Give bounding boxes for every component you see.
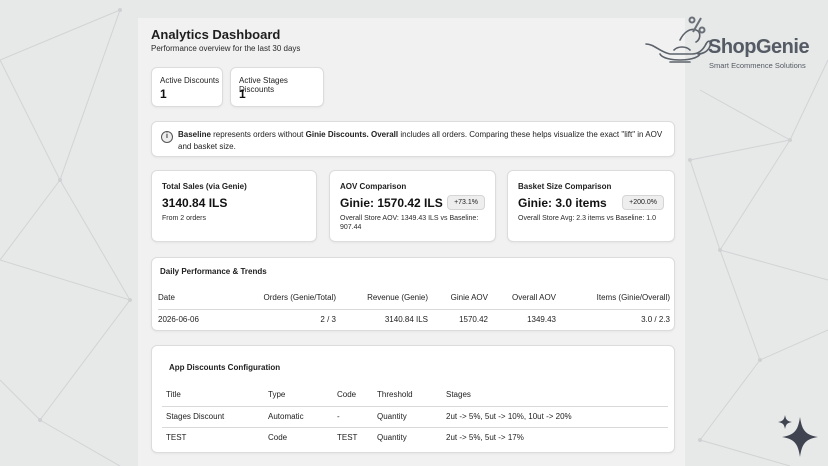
col-revenue: Revenue (Genie): [367, 293, 428, 303]
cell-items: 3.0 / 2.3: [556, 308, 670, 330]
info-text-3: includes all orders. Comparing these hel…: [178, 130, 663, 151]
basket-value: Ginie: 3.0 items: [518, 196, 607, 210]
daily-performance-title: Daily Performance & Trends: [160, 267, 267, 276]
aov-value: Ginie: 1570.42 ILS: [340, 196, 443, 210]
daily-performance-card: Daily Performance & Trends Date Orders (…: [151, 257, 675, 331]
cell-type: Code: [268, 426, 337, 448]
col-threshold: Threshold: [377, 390, 413, 400]
table-row: TEST Code TEST Quantity 2ut -> 5%, 5ut -…: [162, 426, 668, 448]
active-stages-discounts-card: Active Stages Discounts 1: [230, 67, 324, 107]
col-ginie-aov: Ginie AOV: [450, 293, 488, 303]
col-date: Date: [158, 293, 175, 303]
cell-ginie-aov: 1570.42: [428, 308, 488, 330]
aov-comparison-card: AOV Comparison Ginie: 1570.42 ILS +73.1%…: [329, 170, 496, 242]
discounts-config-title: App Discounts Configuration: [169, 363, 281, 372]
col-type: Type: [268, 390, 286, 400]
cell-type: Automatic: [268, 405, 337, 427]
basket-title: Basket Size Comparison: [518, 182, 612, 191]
aov-sub: Overall Store AOV: 1349.43 ILS vs Baseli…: [340, 215, 479, 231]
cell-threshold: Quantity: [377, 426, 446, 448]
discounts-config-table: Title Type Code Threshold Stages Stages …: [162, 384, 668, 448]
col-orders: Orders (Genie/Total): [263, 293, 336, 303]
cell-code: TEST: [337, 426, 377, 448]
col-code: Code: [337, 390, 357, 400]
aov-title: AOV Comparison: [340, 182, 407, 191]
genie-lamp-icon: [645, 16, 712, 63]
total-sales-sub: From 2 orders: [162, 215, 206, 222]
cell-stages: 2ut -> 5%, 5ut -> 17%: [446, 426, 668, 448]
cell-threshold: Quantity: [377, 405, 446, 427]
sparkle-icon: [778, 415, 818, 457]
table-header-row: Title Type Code Threshold Stages: [162, 384, 668, 406]
table-row: 2026-06-06 2 / 3 3140.84 ILS 1570.42 134…: [158, 308, 670, 330]
brand-name: ShopGenie: [708, 36, 810, 58]
info-baseline-term: Baseline: [178, 130, 211, 139]
info-icon: i: [161, 131, 173, 143]
col-items: Items (Ginie/Overall): [596, 293, 670, 303]
cell-overall-aov: 1349.43: [488, 308, 556, 330]
cell-title: TEST: [162, 426, 268, 448]
active-stages-label: Active Stages Discounts: [239, 76, 288, 94]
col-title: Title: [166, 390, 181, 400]
total-sales-title: Total Sales (via Genie): [162, 182, 247, 191]
active-discounts-card: Active Discounts 1: [151, 67, 223, 107]
total-sales-card: Total Sales (via Genie) 3140.84 ILS From…: [151, 170, 317, 242]
col-overall-aov: Overall AOV: [511, 293, 556, 303]
active-stages-value: 1: [239, 87, 246, 101]
col-stages: Stages: [446, 390, 471, 400]
basket-lift-badge: +200.0%: [622, 195, 664, 210]
info-ginie-term: Ginie Discounts.: [305, 130, 369, 139]
basket-size-card: Basket Size Comparison Ginie: 3.0 items …: [507, 170, 675, 242]
cell-code: -: [337, 405, 377, 427]
cell-date: 2026-06-06: [158, 308, 228, 330]
table-header-row: Date Orders (Genie/Total) Revenue (Genie…: [158, 287, 670, 309]
page-title: Analytics Dashboard: [151, 27, 281, 42]
info-banner: i Baseline represents orders without Gin…: [151, 121, 675, 157]
info-text-1: represents orders without: [210, 130, 306, 139]
cell-stages: 2ut -> 5%, 5ut -> 10%, 10ut -> 20%: [446, 405, 668, 427]
total-sales-value: 3140.84 ILS: [162, 196, 228, 210]
active-discounts-label: Active Discounts: [160, 76, 220, 85]
active-discounts-value: 1: [160, 87, 167, 101]
discounts-config-card: App Discounts Configuration Title Type C…: [151, 345, 675, 453]
cell-revenue: 3140.84 ILS: [336, 308, 428, 330]
info-overall-term: Overall: [370, 130, 399, 139]
page-subtitle: Performance overview for the last 30 day…: [151, 44, 301, 53]
basket-sub: Overall Store Avg: 2.3 items vs Baseline…: [518, 215, 656, 222]
brand-tagline: Smart Ecommence Solutions: [709, 61, 806, 70]
cell-title: Stages Discount: [162, 405, 268, 427]
aov-lift-badge: +73.1%: [447, 195, 485, 210]
table-row: Stages Discount Automatic - Quantity 2ut…: [162, 405, 668, 427]
daily-performance-table: Date Orders (Genie/Total) Revenue (Genie…: [158, 287, 670, 330]
cell-orders: 2 / 3: [228, 308, 336, 330]
